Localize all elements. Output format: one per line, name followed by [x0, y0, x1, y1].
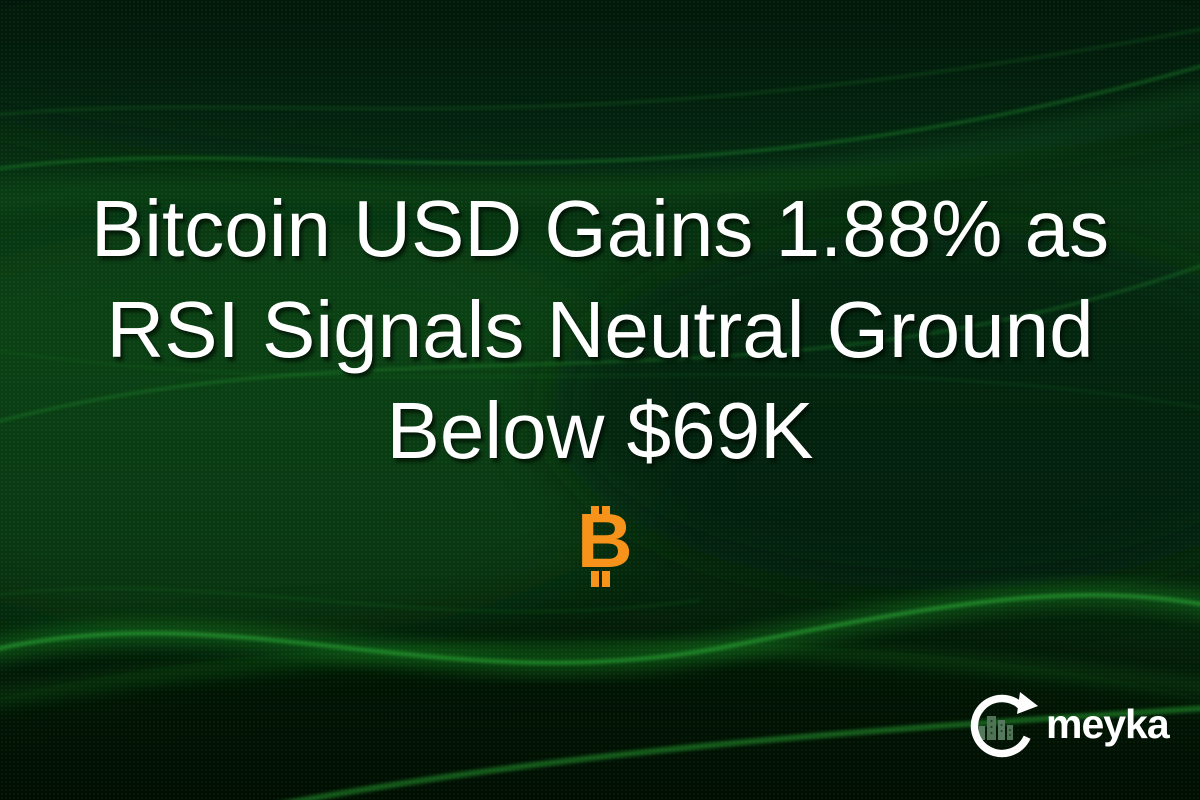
meyka-logo-icon	[970, 692, 1038, 758]
headline-line-1: Bitcoin USD Gains 1.88% as	[90, 184, 1110, 273]
bitcoin-top-tick	[602, 506, 610, 521]
headline: Bitcoin USD Gains 1.88% as RSI Signals N…	[0, 178, 1200, 481]
headline-line-3: Below $69K	[386, 386, 814, 475]
bitcoin-icon: B	[570, 500, 640, 592]
logo-buildings	[979, 716, 1013, 740]
brand-logo: meyka	[966, 688, 1170, 764]
headline-line-2: RSI Signals Neutral Ground	[106, 285, 1094, 374]
bitcoin-top-tick	[591, 506, 599, 521]
bitcoin-b-glyph: B	[577, 498, 633, 584]
logo-arrowhead	[1017, 692, 1038, 714]
brand-wordmark: meyka	[1046, 701, 1170, 747]
bitcoin-bottom-tick	[602, 571, 610, 587]
bitcoin-bottom-tick	[591, 571, 599, 587]
